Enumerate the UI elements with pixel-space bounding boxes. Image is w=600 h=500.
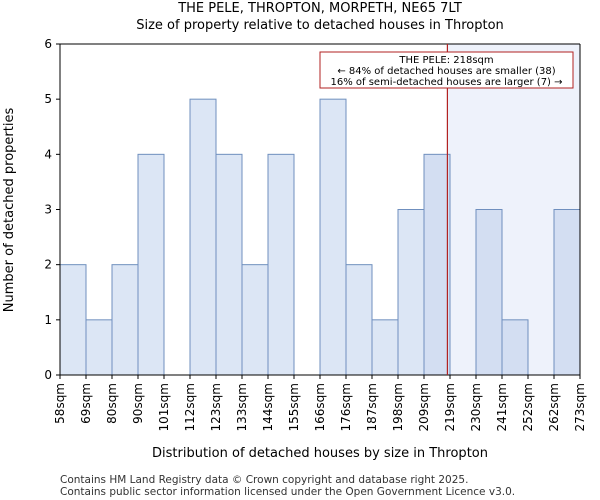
x-tick-label-144sqm: 144sqm [261, 383, 275, 431]
bar-166sqm [319, 98, 347, 376]
bar-90sqm [137, 153, 165, 376]
y-tick-label-5: 5 [44, 92, 52, 106]
x-tick-label-166sqm: 166sqm [313, 383, 327, 431]
x-tick-label-155sqm: 155sqm [287, 383, 301, 431]
x-tick-label-123sqm: 123sqm [209, 383, 223, 431]
x-tick-label-69sqm: 69sqm [79, 383, 93, 424]
x-axis-label: Distribution of detached houses by size … [152, 446, 488, 461]
bar-69sqm [85, 319, 113, 376]
x-tick-label-90sqm: 90sqm [131, 383, 145, 424]
x-tick-label-58sqm: 58sqm [53, 383, 67, 424]
x-tick-label-252sqm: 252sqm [521, 383, 535, 431]
bar-209sqm [423, 153, 451, 376]
annotation-line-1: THE PELE: 218sqm [398, 55, 493, 66]
bar-123sqm [215, 153, 243, 376]
annotation-box [319, 51, 574, 89]
bar-262sqm [553, 209, 581, 376]
bar-230sqm [475, 209, 503, 376]
bar-144sqm [267, 153, 295, 376]
x-tick-label-133sqm: 133sqm [235, 383, 249, 431]
x-tick-label-112sqm: 112sqm [183, 383, 197, 431]
y-axis-label: Number of detached properties [2, 108, 17, 313]
x-tick-label-273sqm: 273sqm [573, 383, 587, 431]
y-tick-label-4: 4 [44, 147, 52, 161]
y-tick-label-6: 6 [44, 37, 52, 51]
x-tick-label-80sqm: 80sqm [105, 383, 119, 424]
bar-80sqm [111, 264, 139, 376]
footer-line-1: Contains HM Land Registry data © Crown c… [60, 474, 468, 486]
x-tick-label-176sqm: 176sqm [339, 383, 353, 431]
bar-133sqm [241, 264, 269, 376]
y-tick-label-1: 1 [44, 313, 52, 327]
bar-112sqm [189, 98, 217, 376]
chart-title: THE PELE, THROPTON, MORPETH, NE65 7LT [177, 1, 462, 16]
y-tick-label-2: 2 [44, 258, 52, 272]
x-tick-label-241sqm: 241sqm [495, 383, 509, 431]
x-tick-label-230sqm: 230sqm [469, 383, 483, 431]
bar-198sqm [397, 209, 425, 376]
x-tick-label-198sqm: 198sqm [391, 383, 405, 431]
bar-58sqm [59, 264, 87, 376]
footer-line-2: Contains public sector information licen… [60, 486, 515, 498]
y-tick-label-3: 3 [44, 203, 52, 217]
bar-176sqm [345, 264, 373, 376]
plot-area: 0 1 2 3 4 5 6 58sqm 69sqm 80sqm 90sqm 101sqm 112sqm 1… [44, 37, 587, 431]
annotation-line-2: ← 84% of detached houses are smaller (38… [337, 66, 555, 77]
bar-187sqm [371, 319, 399, 376]
bar-241sqm [501, 319, 529, 376]
y-tick-label-0: 0 [44, 368, 52, 382]
chart-subtitle: Size of property relative to detached ho… [136, 18, 504, 33]
x-tick-label-101sqm: 101sqm [157, 383, 171, 431]
annotation-line-3: 16% of semi-detached houses are larger (… [330, 77, 562, 88]
x-tick-label-262sqm: 262sqm [547, 383, 561, 431]
x-tick-label-187sqm: 187sqm [365, 383, 379, 431]
x-tick-label-219sqm: 219sqm [443, 383, 457, 431]
x-tick-label-209sqm: 209sqm [417, 383, 431, 431]
